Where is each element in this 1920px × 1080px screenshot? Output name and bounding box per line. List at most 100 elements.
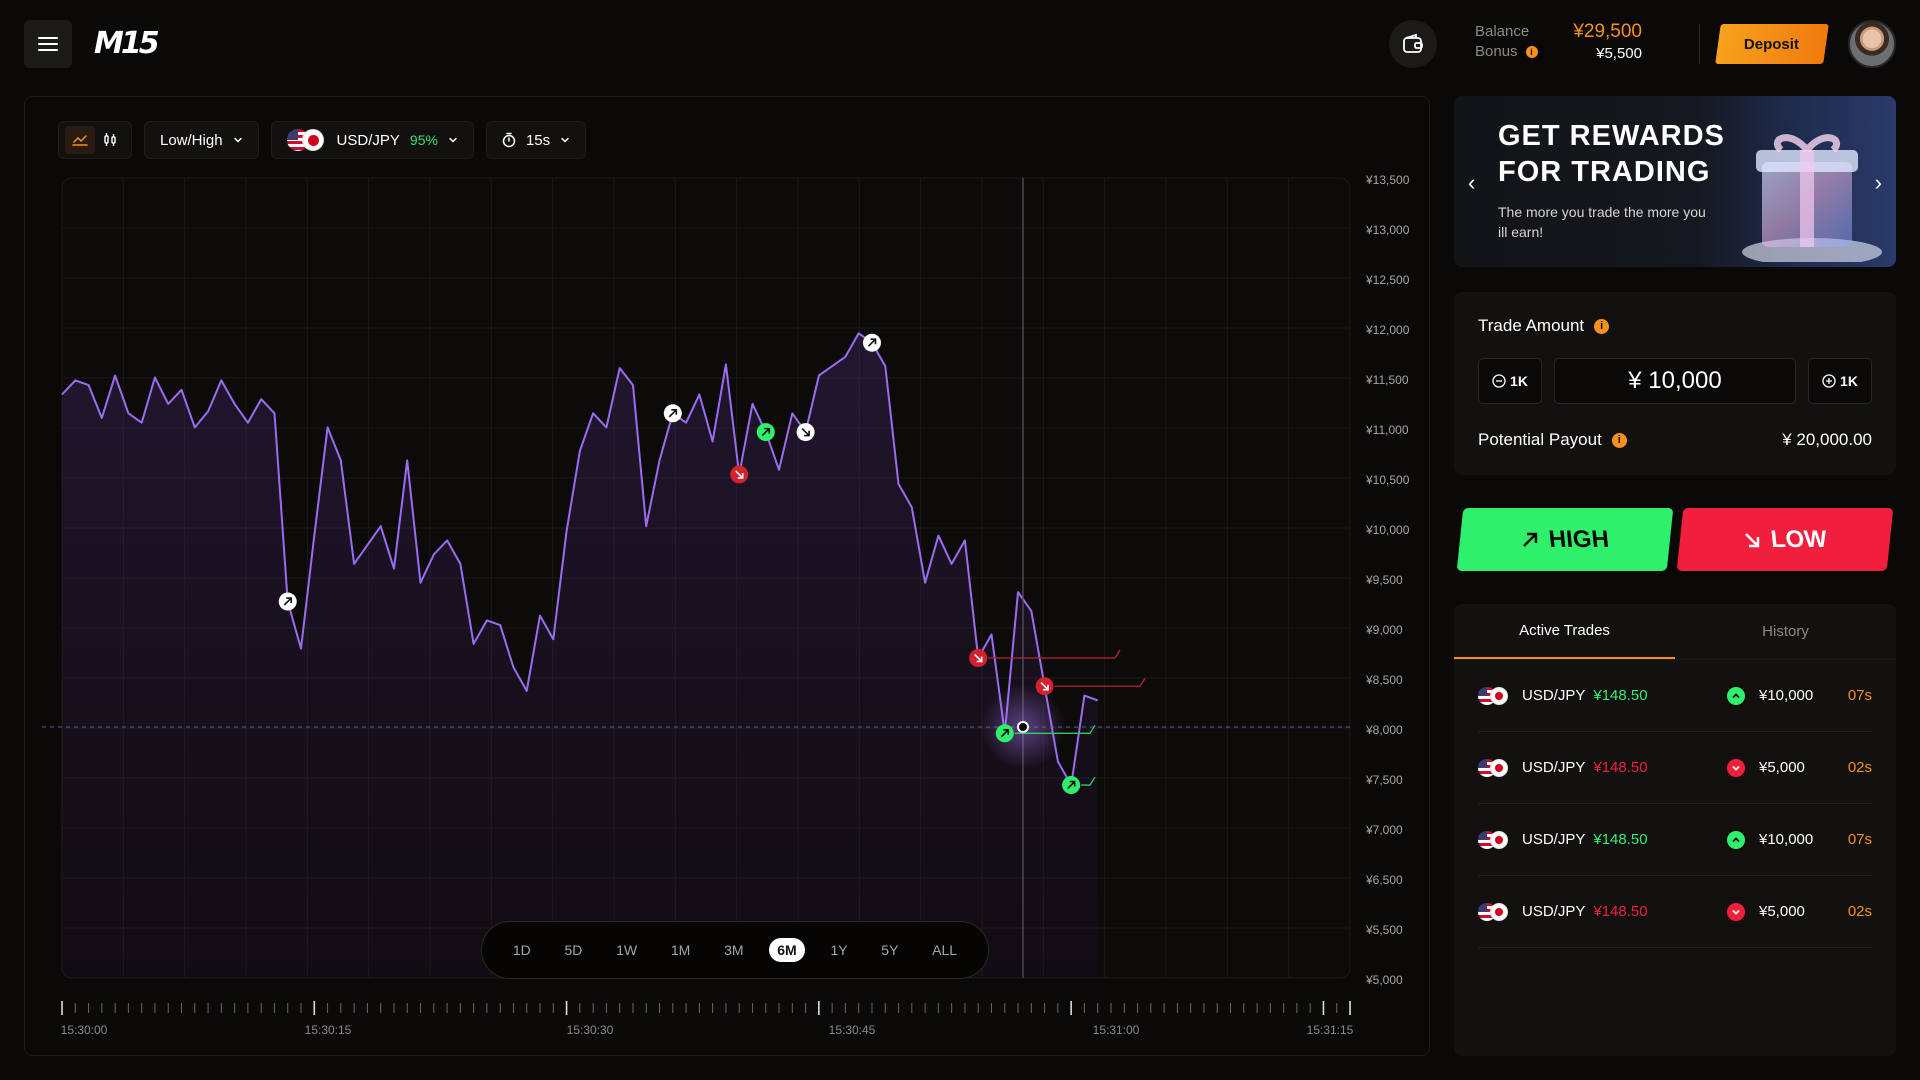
range-1y[interactable]: 1Y bbox=[830, 942, 848, 958]
decrease-label: 1K bbox=[1510, 373, 1528, 389]
range-3m[interactable]: 3M bbox=[724, 942, 744, 958]
decrease-amount-button[interactable]: 1K bbox=[1478, 358, 1542, 404]
y-tick-label: ¥10,000 bbox=[1365, 523, 1410, 537]
tab-active-trades[interactable]: Active Trades bbox=[1454, 604, 1675, 659]
usd-jpy-flags-icon bbox=[1478, 830, 1512, 849]
trade-amount: ¥5,000 bbox=[1759, 903, 1805, 920]
trade-level-line bbox=[1054, 677, 1146, 687]
trade-row[interactable]: USD/JPY ¥148.50 ¥5,000 02s bbox=[1478, 876, 1872, 948]
arrow-down-right-icon bbox=[735, 470, 744, 479]
trades-panel: Active Trades History USD/JPY ¥148.50 ¥10,… bbox=[1454, 604, 1896, 1056]
promo-next-button[interactable]: › bbox=[1874, 170, 1882, 195]
wallet-button[interactable] bbox=[1389, 20, 1437, 68]
chevron-down-icon bbox=[561, 137, 569, 143]
promo-banner[interactable]: ‹ › GET REWARDS FOR TRADING The more you… bbox=[1454, 96, 1896, 267]
pair-label: USD/JPY bbox=[336, 131, 400, 149]
chevron-down-icon bbox=[1727, 758, 1745, 777]
balance-labels: Balance Bonus i bbox=[1475, 22, 1538, 62]
high-button[interactable]: HIGH bbox=[1456, 508, 1674, 571]
balance-values: ¥29,500 ¥5,500 bbox=[1573, 20, 1642, 64]
promo-text: The more you trade the more you ill earn… bbox=[1498, 204, 1706, 240]
payout-label: Potential Payout bbox=[1478, 430, 1602, 449]
area-chart-icon bbox=[72, 135, 88, 146]
trade-level-line bbox=[1081, 776, 1096, 786]
deposit-button[interactable]: Deposit bbox=[1715, 24, 1829, 64]
balance-value: ¥29,500 bbox=[1573, 21, 1642, 42]
avatar[interactable] bbox=[1848, 20, 1896, 68]
x-tick-label: 15:30:30 bbox=[567, 1023, 614, 1037]
arrow-down-right-icon bbox=[801, 428, 810, 437]
minus-circle-icon bbox=[1492, 374, 1506, 388]
info-icon[interactable]: i bbox=[1611, 432, 1627, 448]
range-all[interactable]: ALL bbox=[932, 942, 958, 958]
trade-time-left: 07s bbox=[1847, 831, 1872, 848]
y-tick-label: ¥7,500 bbox=[1365, 773, 1403, 787]
high-label: HIGH bbox=[1547, 525, 1611, 553]
arrow-up-right-icon bbox=[1067, 780, 1076, 790]
menu-button[interactable] bbox=[24, 20, 72, 68]
trade-amount: ¥10,000 bbox=[1759, 831, 1814, 848]
bonus-label: Bonus bbox=[1475, 43, 1518, 60]
y-tick-label: ¥5,000 bbox=[1365, 973, 1403, 987]
trade-amount-card: Trade Amount i 1K ¥ 10,000 1K Potential P… bbox=[1454, 292, 1896, 475]
arrow-down-right-icon bbox=[974, 653, 983, 663]
plus-circle-icon bbox=[1822, 374, 1836, 388]
chevron-up-icon bbox=[1727, 686, 1745, 705]
y-tick-label: ¥7,000 bbox=[1365, 823, 1403, 837]
y-tick-label: ¥9,000 bbox=[1365, 623, 1403, 637]
range-1m[interactable]: 1M bbox=[670, 942, 691, 958]
trade-row[interactable]: USD/JPY ¥148.50 ¥10,000 07s bbox=[1478, 660, 1872, 732]
tab-history[interactable]: History bbox=[1762, 623, 1809, 640]
range-1w[interactable]: 1W bbox=[616, 942, 638, 958]
area-chart-button[interactable] bbox=[65, 126, 95, 154]
arrow-up-right-icon bbox=[761, 427, 771, 437]
info-icon[interactable]: i bbox=[1525, 46, 1538, 58]
trade-pair: USD/JPY bbox=[1522, 831, 1586, 848]
timer-label: 15s bbox=[525, 131, 551, 149]
logo: M15 bbox=[94, 26, 160, 61]
wallet-icon bbox=[1403, 33, 1423, 53]
trade-row[interactable]: USD/JPY ¥148.50 ¥5,000 02s bbox=[1478, 732, 1872, 804]
arrow-up-right-icon bbox=[668, 408, 678, 418]
trade-time-left: 07s bbox=[1847, 687, 1872, 704]
low-button[interactable]: LOW bbox=[1676, 508, 1894, 571]
y-tick-label: ¥12,500 bbox=[1365, 273, 1410, 287]
info-icon[interactable]: i bbox=[1594, 318, 1610, 334]
range-6m[interactable]: 6M bbox=[769, 938, 805, 962]
pair-select[interactable]: USD/JPY 95% bbox=[270, 121, 474, 159]
y-tick-label: ¥9,500 bbox=[1365, 573, 1403, 587]
trade-level-line bbox=[1014, 724, 1096, 734]
trade-time-left: 02s bbox=[1847, 759, 1872, 776]
range-5d[interactable]: 5D bbox=[564, 942, 583, 958]
timer-select[interactable]: 15s bbox=[485, 121, 587, 159]
increase-amount-button[interactable]: 1K bbox=[1808, 358, 1872, 404]
y-tick-label: ¥12,000 bbox=[1365, 323, 1410, 337]
promo-prev-button[interactable]: ‹ bbox=[1468, 170, 1476, 195]
pair-payout: 95% bbox=[409, 132, 438, 148]
x-tick-label: 15:31:00 bbox=[1093, 1023, 1140, 1037]
usd-jpy-flags-icon bbox=[286, 129, 327, 151]
chevron-up-icon bbox=[1727, 830, 1745, 849]
range-1d[interactable]: 1D bbox=[512, 942, 531, 958]
range-5y[interactable]: 5Y bbox=[881, 942, 899, 958]
candle-chart-button[interactable] bbox=[95, 126, 125, 154]
x-tick-label: 15:30:00 bbox=[61, 1023, 108, 1037]
trade-price: ¥148.50 bbox=[1593, 831, 1648, 848]
trade-time-left: 02s bbox=[1847, 903, 1872, 920]
gift-icon bbox=[1742, 134, 1882, 262]
x-tick-label: 15:30:45 bbox=[829, 1023, 876, 1037]
trade-pair: USD/JPY bbox=[1522, 759, 1586, 776]
arrow-up-right-icon bbox=[1000, 728, 1010, 738]
trade-row[interactable]: USD/JPY ¥148.50 ¥10,000 07s bbox=[1478, 804, 1872, 876]
trade-amount-input[interactable]: ¥ 10,000 bbox=[1554, 358, 1796, 404]
range-selector: 1D 5D 1W 1M 3M 6M 1Y 5Y ALL bbox=[481, 921, 989, 979]
bonus-value: ¥5,500 bbox=[1596, 45, 1642, 62]
x-tick-label: 15:31:15 bbox=[1307, 1023, 1354, 1037]
usd-jpy-flags-icon bbox=[1478, 758, 1512, 777]
mode-select[interactable]: Low/High bbox=[144, 121, 259, 159]
trade-amount: ¥5,000 bbox=[1759, 759, 1805, 776]
y-tick-label: ¥10,500 bbox=[1365, 473, 1410, 487]
deposit-label: Deposit bbox=[1744, 35, 1800, 53]
x-tick-label: 15:30:15 bbox=[305, 1023, 352, 1037]
trade-pair: USD/JPY bbox=[1522, 903, 1586, 920]
